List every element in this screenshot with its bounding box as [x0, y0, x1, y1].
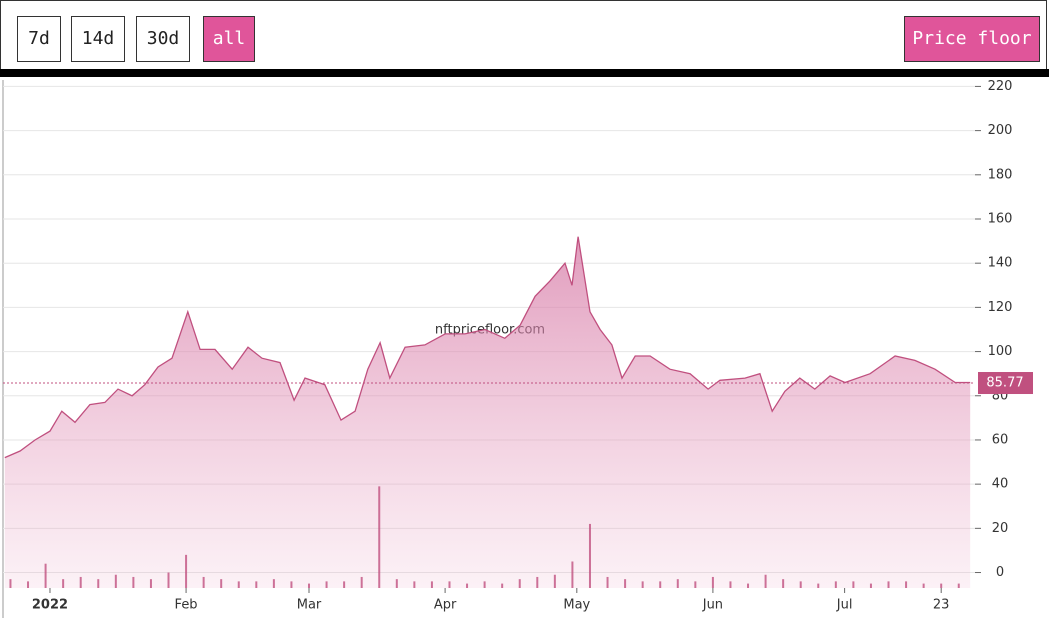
y-tick-label: 220 [988, 79, 1013, 94]
volume-bar [501, 583, 504, 588]
volume-bar [132, 576, 135, 588]
volume-bar [571, 561, 574, 588]
volume-bar [290, 581, 293, 588]
price-line [4, 236, 971, 459]
x-tick-label: Apr [434, 598, 457, 613]
volume-bar [343, 581, 346, 588]
x-tick-label: Jul [836, 598, 853, 613]
y-tick-label: 60 [992, 432, 1009, 447]
range-button[interactable]: 14d [71, 16, 125, 62]
volume-bar [641, 581, 644, 588]
x-tick-label: May [563, 598, 590, 613]
volume-bar [782, 579, 785, 588]
volume-bar [325, 581, 328, 588]
volume-bar [799, 581, 802, 588]
volume-bar [536, 576, 539, 588]
volume-bar [220, 579, 223, 588]
volume-bar [747, 583, 750, 588]
volume-bar [940, 583, 943, 588]
volume-bar [27, 581, 30, 588]
divider [0, 69, 1049, 77]
x-tick-label: Feb [175, 598, 198, 613]
y-tick-label: 40 [992, 477, 1009, 492]
volume-bar [308, 583, 310, 588]
volume-bar [466, 583, 469, 588]
price-floor-button[interactable]: Price floor [904, 16, 1040, 62]
volume-bar [887, 581, 890, 588]
volume-bar [606, 576, 609, 588]
y-tick-label: 200 [988, 123, 1013, 138]
volume-bar [553, 574, 556, 588]
volume-bar [676, 579, 679, 588]
range-button[interactable]: 7d [17, 16, 61, 62]
x-tick-label: Jun [702, 598, 723, 613]
volume-bar [659, 581, 662, 588]
y-tick-label: 100 [988, 344, 1013, 359]
volume-bar [79, 576, 82, 588]
volume-bar [360, 576, 363, 588]
volume-bar [202, 576, 205, 588]
volume-bar [624, 579, 627, 588]
volume-bar [448, 581, 451, 588]
volume-bar [694, 581, 697, 588]
x-tick-label: 23 [933, 598, 950, 613]
volume-bar [272, 579, 275, 588]
range-button[interactable]: 30d [136, 16, 190, 62]
toolbar: 7d 14d 30d all Price floor [0, 0, 1047, 69]
volume-bar [483, 581, 486, 588]
volume-bar [97, 579, 100, 588]
volume-bar [255, 581, 258, 588]
volume-bar [114, 574, 117, 588]
volume-bar [167, 572, 170, 588]
volume-bar [518, 579, 521, 588]
x-tick-label: Mar [297, 598, 322, 613]
volume-bar [185, 554, 188, 588]
last-price-badge [978, 372, 1033, 395]
volume-bar [957, 583, 960, 588]
volume-bar [62, 579, 65, 588]
volume-bar [588, 523, 591, 588]
volume-bar [237, 581, 240, 588]
volume-bar [852, 581, 855, 588]
last-price-label: 85.77 [986, 376, 1023, 391]
area-fill [4, 236, 971, 588]
volume-bar [834, 581, 837, 588]
volume-bar [149, 579, 152, 588]
y-tick-label: 120 [988, 300, 1013, 315]
y-tick-label: 180 [988, 167, 1013, 182]
y-tick-label: 0 [996, 565, 1004, 580]
volume-bar [395, 579, 398, 588]
range-button[interactable]: all [203, 16, 255, 62]
volume-bar [922, 583, 925, 588]
y-tick-label: 140 [988, 256, 1013, 271]
volume-bar [729, 581, 732, 588]
volume-bar [378, 486, 381, 588]
volume-bar [413, 581, 416, 588]
x-tick-label: 2022 [32, 598, 68, 613]
y-tick-label: 160 [988, 211, 1013, 226]
volume-bar [764, 574, 767, 588]
y-tick-label: 20 [992, 521, 1009, 536]
volume-bar [430, 581, 433, 588]
volume-bar [869, 583, 872, 588]
volume-bar [711, 576, 714, 588]
volume-bar [817, 583, 820, 588]
volume-bar [905, 581, 908, 588]
volume-bar [9, 579, 12, 588]
volume-bar [44, 563, 47, 588]
